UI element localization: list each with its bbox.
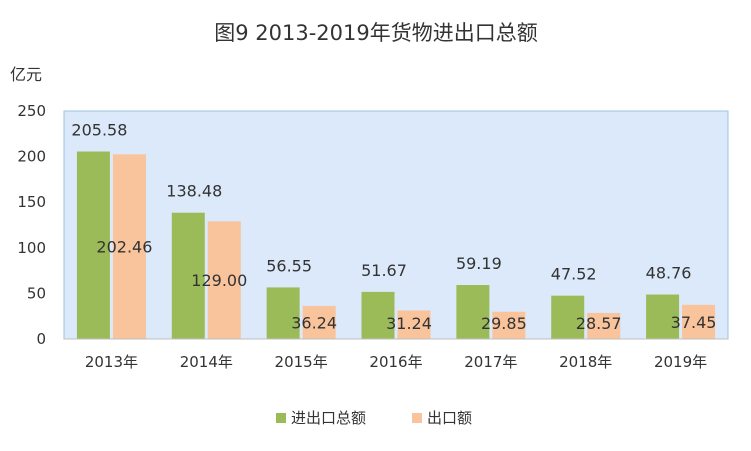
data-label-export: 31.24 xyxy=(386,314,432,333)
data-label-export: 129.00 xyxy=(191,271,247,290)
x-tick-label: 2017年 xyxy=(464,353,517,371)
data-label-export: 28.57 xyxy=(576,314,622,333)
bar-export xyxy=(302,305,336,339)
x-tick-label: 2016年 xyxy=(369,353,422,371)
bar-total xyxy=(646,294,680,339)
bar-total xyxy=(171,212,205,339)
bar-total xyxy=(266,287,300,339)
bars xyxy=(76,151,716,339)
x-tick-label: 2013年 xyxy=(85,353,138,371)
y-axis-ticks: 0 50 100 150 200 250 xyxy=(17,102,46,348)
data-label-export: 202.46 xyxy=(96,238,152,257)
legend-swatch xyxy=(412,413,422,423)
legend-label: 出口额 xyxy=(427,409,472,427)
x-tick-label: 2014年 xyxy=(180,353,233,371)
data-label-export: 37.45 xyxy=(671,313,717,332)
legend: 进出口总额 出口额 xyxy=(276,409,472,427)
data-label-total: 56.55 xyxy=(266,256,312,275)
bar-export xyxy=(112,154,146,339)
y-tick-label: 100 xyxy=(17,239,46,257)
x-tick-label: 2015年 xyxy=(275,353,328,371)
bar-total xyxy=(361,291,395,339)
bar-total xyxy=(456,285,490,339)
bar-total xyxy=(76,151,110,339)
y-tick-label: 200 xyxy=(17,148,46,166)
data-label-total: 48.76 xyxy=(646,264,692,283)
x-axis-ticks: 2013年 2014年 2015年 2016年 2017年 2018年 2019年 xyxy=(85,353,707,371)
bar-export xyxy=(587,312,621,339)
bar-export xyxy=(492,311,526,339)
y-axis-unit-label: 亿元 xyxy=(10,65,42,84)
data-label-export: 29.85 xyxy=(481,314,527,333)
x-tick-label: 2019年 xyxy=(654,353,707,371)
data-label-total: 51.67 xyxy=(361,261,407,280)
data-label-total: 59.19 xyxy=(456,254,502,273)
bar-export xyxy=(397,310,431,339)
y-tick-label: 50 xyxy=(27,284,46,302)
data-label-total: 47.52 xyxy=(551,265,597,284)
legend-swatch xyxy=(276,413,286,423)
legend-label: 进出口总额 xyxy=(291,409,366,427)
data-label-total: 138.48 xyxy=(166,182,222,201)
y-tick-label: 150 xyxy=(17,193,46,211)
bar-export xyxy=(207,221,241,339)
x-tick-label: 2018年 xyxy=(559,353,612,371)
plot-area xyxy=(63,110,729,340)
bar-total xyxy=(551,295,585,339)
bar-export xyxy=(682,304,716,339)
data-label-total: 205.58 xyxy=(71,121,127,140)
y-tick-label: 0 xyxy=(36,330,46,348)
data-label-export: 36.24 xyxy=(291,313,337,332)
data-labels: 205.58 202.46 138.48 129.00 56.55 36.24 51.67 3… xyxy=(71,121,716,333)
y-tick-label: 250 xyxy=(17,102,46,120)
chart-title: 图9 2013-2019年货物进出口总额 xyxy=(214,21,538,45)
